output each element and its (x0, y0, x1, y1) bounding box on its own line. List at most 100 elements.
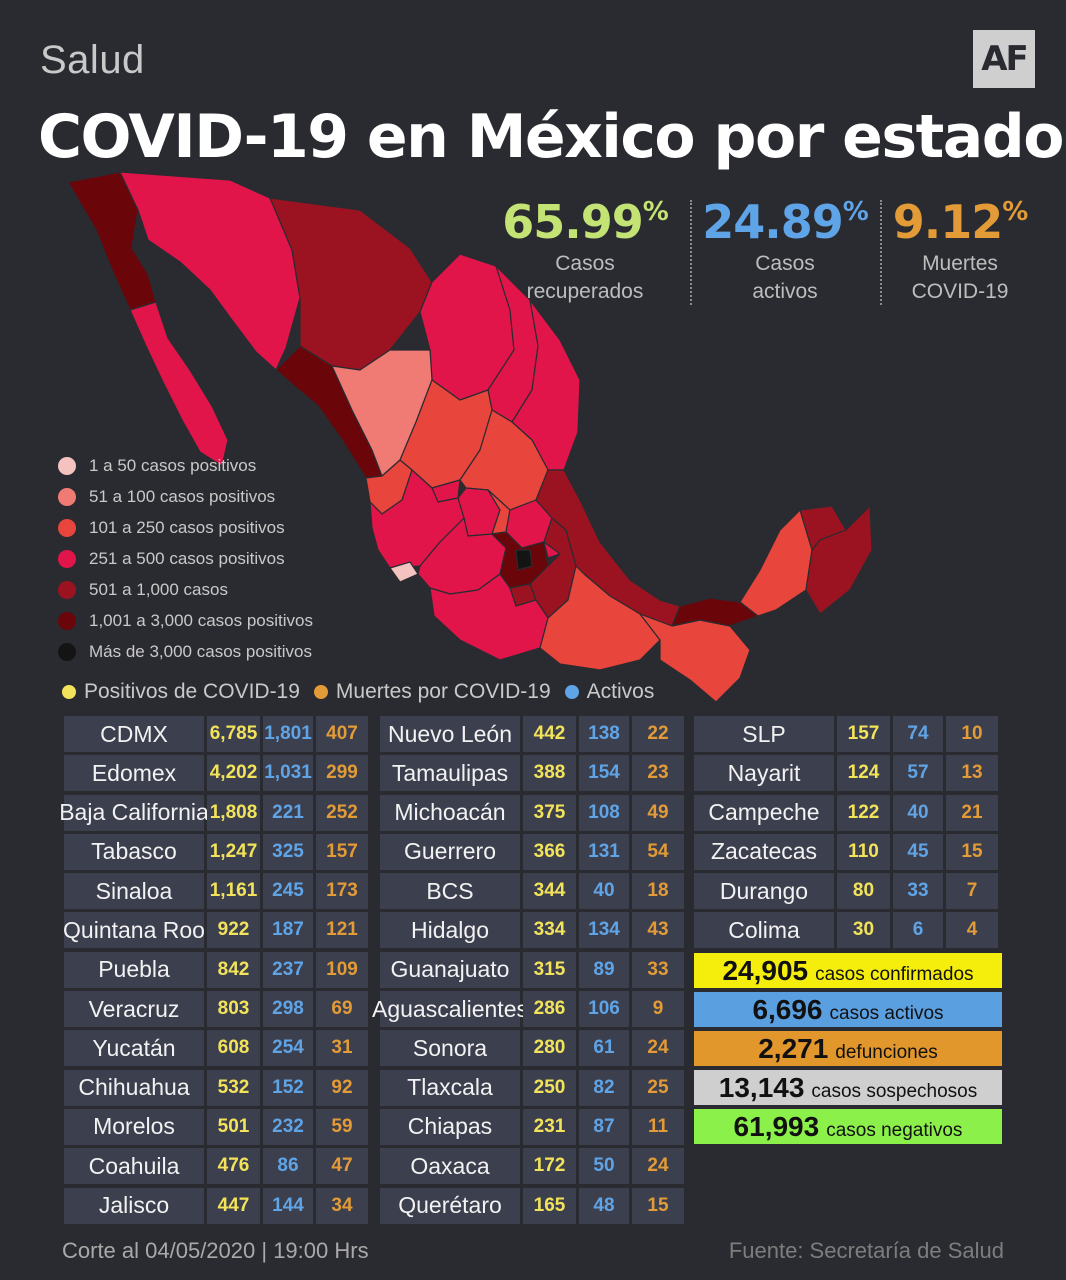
state-name: BCS (380, 873, 520, 910)
state-name: Nuevo León (380, 716, 520, 752)
table-row: Morelos 501 232 59 (64, 1108, 371, 1145)
active-count: 298 (263, 991, 313, 1028)
active-count: 48 (579, 1187, 629, 1224)
legend-label: 251 a 500 casos positivos (89, 548, 285, 568)
total-label: casos confirmados (815, 964, 974, 985)
state-name: Morelos (64, 1108, 204, 1145)
state-name: Coahuila (64, 1148, 204, 1185)
state-name: Guerrero (380, 833, 520, 870)
state-name: Edomex (64, 755, 204, 792)
positive-count: 608 (207, 1030, 260, 1067)
stat-recovered-label-1: Casos (555, 252, 615, 275)
total-value: 24,905 (722, 955, 809, 986)
table-row: Hidalgo 334 134 43 (380, 912, 687, 949)
death-count: 22 (632, 716, 684, 752)
death-count: 173 (316, 873, 368, 910)
death-count: 43 (632, 912, 684, 949)
stat-recovered: 65.99% Casos recuperados (490, 195, 680, 305)
state-name: Sinaloa (64, 873, 204, 910)
table-row: Puebla 842 237 109 (64, 951, 371, 988)
state-name: Chihuahua (64, 1069, 204, 1106)
state-name: Durango (694, 873, 834, 910)
key-swatch (62, 685, 76, 699)
state-name: Veracruz (64, 991, 204, 1028)
legend-swatch (58, 580, 76, 599)
positive-count: 442 (523, 716, 576, 752)
total-label: casos activos (829, 1003, 944, 1024)
total-box: 13,143 casos sospechosos (694, 1070, 1002, 1105)
death-count: 49 (632, 794, 684, 831)
table-row: Guerrero 366 131 54 (380, 833, 687, 870)
active-count: 1,801 (263, 716, 313, 752)
state-name: Chiapas (380, 1108, 520, 1145)
table-column-1: CDMX 6,785 1,801 407 Edomex 4,202 1,031 299 Baja… (59, 716, 371, 1227)
state-name: Nayarit (694, 755, 834, 792)
active-count: 1,031 (263, 755, 313, 792)
active-count: 82 (579, 1069, 629, 1106)
total-box: 24,905 casos confirmados (694, 953, 1002, 988)
table-row: Oaxaca 172 50 24 (380, 1148, 687, 1185)
active-count: 154 (579, 755, 629, 792)
death-count: 11 (632, 1108, 684, 1145)
positive-count: 842 (207, 951, 260, 988)
total-box: 2,271 defunciones (694, 1031, 1002, 1066)
active-count: 86 (263, 1148, 313, 1185)
state-name: Querétaro (380, 1187, 520, 1224)
state-name: Oaxaca (380, 1148, 520, 1185)
table-row: Michoacán 375 108 49 (380, 794, 687, 831)
table-row: Aguascalientes 286 106 9 (372, 991, 687, 1028)
death-count: 31 (316, 1030, 368, 1067)
legend-swatch (58, 549, 76, 568)
state-name: Sonora (380, 1030, 520, 1067)
legend-item: 1,001 a 3,000 casos positivos (58, 605, 313, 636)
active-count: 61 (579, 1030, 629, 1067)
table-row: Quintana Roo 922 187 121 (63, 912, 371, 949)
positive-count: 922 (207, 912, 260, 949)
death-count: 47 (316, 1148, 368, 1185)
death-count: 157 (316, 833, 368, 870)
divider (690, 200, 692, 305)
legend-label: 501 a 1,000 casos (89, 579, 228, 599)
state-name: Jalisco (64, 1187, 204, 1224)
table-row: Tamaulipas 388 154 23 (380, 755, 687, 792)
stat-active-value: 24.89% (702, 195, 869, 249)
death-count: 69 (316, 991, 368, 1028)
table-row: Durango 80 33 7 (694, 873, 1001, 910)
stat-active-label-1: Casos (755, 252, 815, 275)
death-count: 23 (632, 755, 684, 792)
state-name: Zacatecas (694, 833, 834, 870)
active-count: 245 (263, 873, 313, 910)
positive-count: 366 (523, 833, 576, 870)
positive-count: 165 (523, 1187, 576, 1224)
state-name: Tabasco (64, 833, 204, 870)
death-count: 4 (946, 912, 998, 949)
positive-count: 6,785 (207, 716, 260, 752)
page-title: COVID-19 en México por estados (38, 102, 1066, 172)
death-count: 34 (316, 1187, 368, 1224)
death-count: 121 (316, 912, 368, 949)
state-quintana-roo (805, 505, 873, 615)
total-value: 2,271 (758, 1033, 829, 1064)
positive-count: 280 (523, 1030, 576, 1067)
total-value: 6,696 (752, 994, 823, 1025)
stat-active: 24.89% Casos activos (700, 195, 870, 305)
table-row: Colima 30 6 4 (694, 912, 1001, 949)
death-count: 15 (946, 833, 998, 870)
active-count: 50 (579, 1148, 629, 1185)
key-label: Activos (586, 680, 655, 703)
key-item: Activos (564, 680, 655, 704)
legend-swatch (58, 642, 76, 661)
legend-item: Más de 3,000 casos positivos (58, 636, 313, 667)
death-count: 33 (632, 951, 684, 988)
total-label: casos negativos (826, 1120, 963, 1141)
total-value: 13,143 (718, 1072, 805, 1103)
key-item: Muertes por COVID-19 (313, 680, 551, 704)
af-logo: AF (973, 30, 1035, 88)
active-count: 134 (579, 912, 629, 949)
active-count: 40 (579, 873, 629, 910)
table-row: Jalisco 447 144 34 (64, 1187, 371, 1224)
table-column-2: Nuevo León 442 138 22 Tamaulipas 388 154 23 Mich… (372, 716, 687, 1227)
table-row: Tlaxcala 250 82 25 (380, 1069, 687, 1106)
death-count: 25 (632, 1069, 684, 1106)
positive-count: 532 (207, 1069, 260, 1106)
